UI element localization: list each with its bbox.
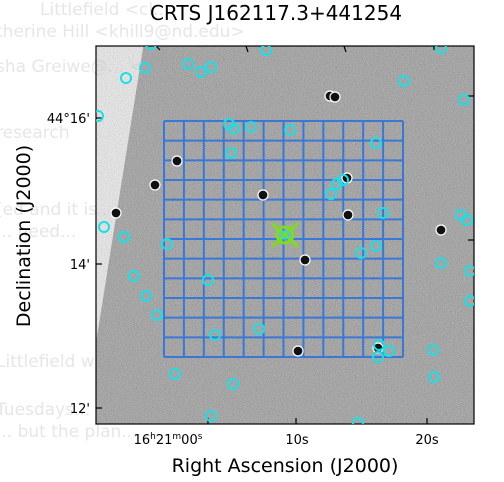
catalog-circle	[373, 339, 385, 351]
bg-line: ... need...	[0, 222, 77, 242]
target-inner	[280, 230, 290, 240]
catalog-circle	[128, 270, 140, 282]
catalog-circle	[435, 257, 447, 269]
catalog-circle	[253, 323, 265, 335]
catalog-circle	[225, 147, 237, 159]
star-halo	[435, 224, 447, 236]
target-cross	[270, 221, 300, 249]
y-tick-label: 44°16'	[47, 112, 90, 127]
star-dot	[150, 180, 160, 190]
catalog-circle	[96, 110, 104, 122]
catalog-circle	[223, 118, 235, 130]
bg-line: [ed and it is...	[0, 200, 114, 220]
star-dot	[293, 346, 303, 356]
y-tick-label: 12'	[70, 402, 90, 417]
catalog-circle	[98, 221, 110, 233]
star-dot	[330, 92, 340, 102]
y-tick-label: 14'	[70, 258, 90, 273]
y-axis-label: Declination (J2000)	[13, 145, 35, 327]
catalog-circle	[383, 345, 395, 357]
catalog-circle	[139, 62, 151, 74]
star-dot	[258, 190, 268, 200]
chart-title: CRTS J162117.3+441254	[150, 1, 402, 25]
x-tick-label: 20s	[415, 433, 439, 448]
catalog-circle	[398, 75, 410, 87]
catalog-circle	[182, 58, 194, 70]
target-circle	[275, 225, 295, 245]
grid	[163, 120, 404, 358]
star-dot	[172, 156, 182, 166]
star-halo	[292, 345, 304, 357]
catalog-circle	[118, 231, 130, 243]
bg-line: research	[0, 123, 70, 143]
catalog-circle	[205, 410, 217, 422]
target-marker	[270, 221, 300, 249]
catalog-circle	[169, 368, 181, 380]
catalog-circle	[284, 124, 296, 136]
catalog-circle	[209, 329, 221, 341]
catalog-circle	[370, 240, 382, 252]
catalog-circle	[337, 174, 349, 186]
axes-frame	[95, 45, 475, 425]
catalog-circle	[140, 290, 152, 302]
star-halo	[171, 155, 183, 167]
catalog-circle	[464, 295, 474, 307]
bg-line: sha Greiwe@... <	[0, 57, 144, 77]
catalog-circle	[245, 121, 257, 133]
catalog-circle	[195, 66, 207, 78]
star-halo	[329, 91, 341, 103]
sources	[96, 46, 474, 424]
x-tick-label: 10s	[285, 433, 309, 448]
star-dot	[436, 225, 446, 235]
catalog-circle	[202, 274, 214, 286]
star-halo	[299, 254, 311, 266]
bg-line: Littlefield <cl...	[40, 0, 170, 20]
star-dot	[300, 255, 310, 265]
catalog-circle	[205, 61, 217, 73]
star-dot	[111, 208, 121, 218]
star-halo	[149, 179, 161, 191]
catalog-circle	[352, 417, 364, 424]
catalog-circle	[377, 207, 389, 219]
catalog-circle	[435, 46, 447, 54]
catalog-circle	[464, 265, 474, 277]
catalog-circle	[151, 309, 163, 321]
catalog-circle	[372, 351, 384, 363]
catalog-circle	[458, 94, 470, 106]
star-halo	[257, 189, 269, 201]
star-dot	[343, 210, 353, 220]
catalog-circle	[427, 344, 439, 356]
star-halo	[110, 207, 122, 219]
catalog-circle	[161, 238, 173, 250]
catalog-circle	[227, 378, 239, 390]
star-halo	[342, 209, 354, 221]
catalog-circle	[461, 214, 473, 226]
axis-ticks	[96, 45, 474, 424]
catalog-circle	[355, 247, 367, 259]
catalog-circle	[120, 72, 132, 84]
x-axis-label: Right Ascension (J2000)	[172, 455, 399, 477]
catalog-circle	[428, 371, 440, 383]
catalog-circle	[370, 137, 382, 149]
catalog-circle	[145, 46, 157, 50]
x-tick-label: 16h21m00s	[134, 432, 203, 448]
bg-line: ... but the plan... ...	[0, 422, 160, 442]
catalog-circle	[325, 188, 337, 200]
bg-line: therine Hill <khill9@nd.edu>	[0, 22, 245, 42]
catalog-circle	[260, 46, 272, 56]
